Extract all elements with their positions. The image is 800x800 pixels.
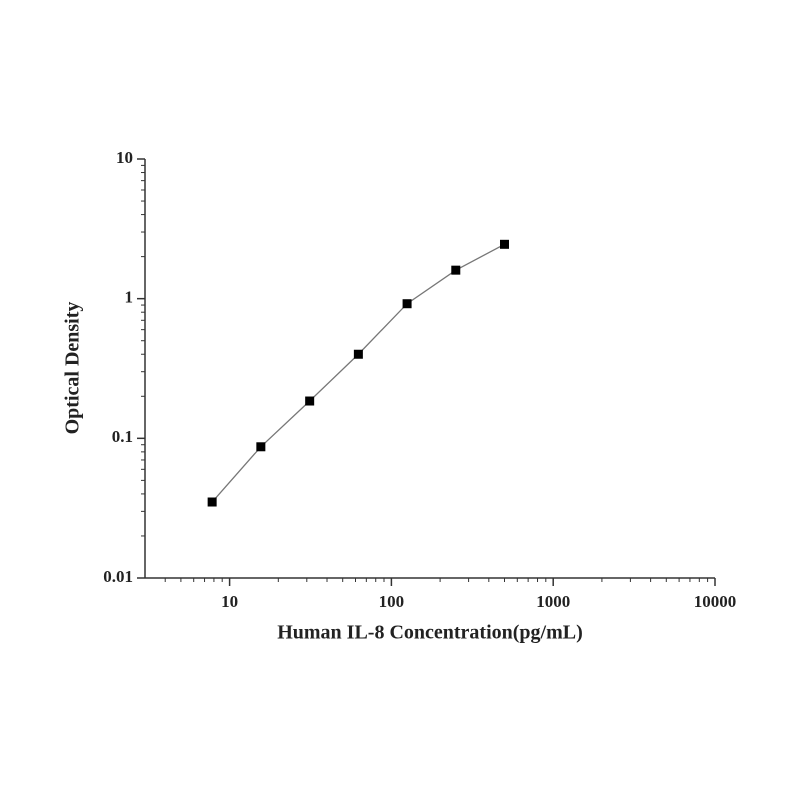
x-axis-title: Human IL-8 Concentration(pg/mL) [277,622,583,644]
y-tick-label: 0.01 [103,567,133,586]
data-point [402,299,412,309]
y-tick-label: 0.1 [112,427,133,446]
data-point [451,265,461,275]
data-point [207,497,217,507]
y-tick-label: 10 [116,148,133,167]
x-tick-label: 10 [221,592,238,611]
data-point [353,349,363,359]
data-line [211,243,505,503]
y-axis-title: Optical Density [62,302,84,435]
x-tick-label: 100 [379,592,405,611]
data-point [305,396,315,406]
data-point [499,239,509,249]
x-tick-label: 1000 [536,592,570,611]
y-tick-label: 1 [125,288,134,307]
data-point [256,442,266,452]
x-tick-label: 10000 [694,592,737,611]
